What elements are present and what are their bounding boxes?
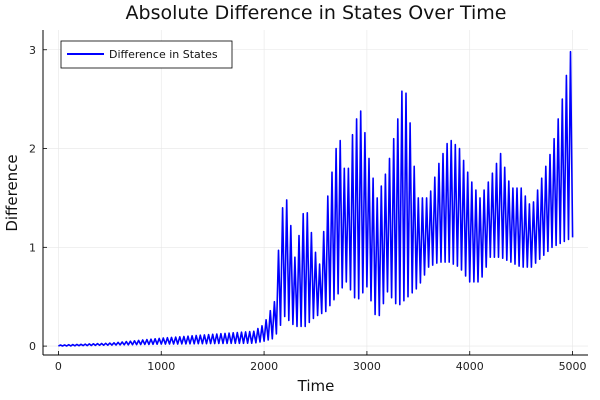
x-tick-label: 4000 [456,360,484,373]
grid [43,30,588,355]
legend-label: Difference in States [109,48,218,61]
x-tick-label: 1000 [147,360,175,373]
x-tick-label: 0 [55,360,62,373]
y-axis-label: Difference [3,154,21,231]
legend: Difference in States [60,40,233,69]
chart-title: Absolute Difference in States Over Time [126,2,507,24]
series-difference-in-states [58,50,574,347]
x-tick-label: 5000 [559,360,587,373]
x-axis-label: Time [297,377,335,395]
x-tick-label: 3000 [353,360,381,373]
y-tick-label: 1 [29,241,36,254]
y-tick-label: 2 [29,143,36,156]
y-tick-label: 3 [29,44,36,57]
series-line [58,50,574,347]
y-ticks: 0 1 2 3 [29,44,47,353]
x-tick-label: 2000 [250,360,278,373]
x-ticks: 0 1000 2000 3000 4000 5000 [55,351,587,373]
y-tick-label: 0 [29,340,36,353]
